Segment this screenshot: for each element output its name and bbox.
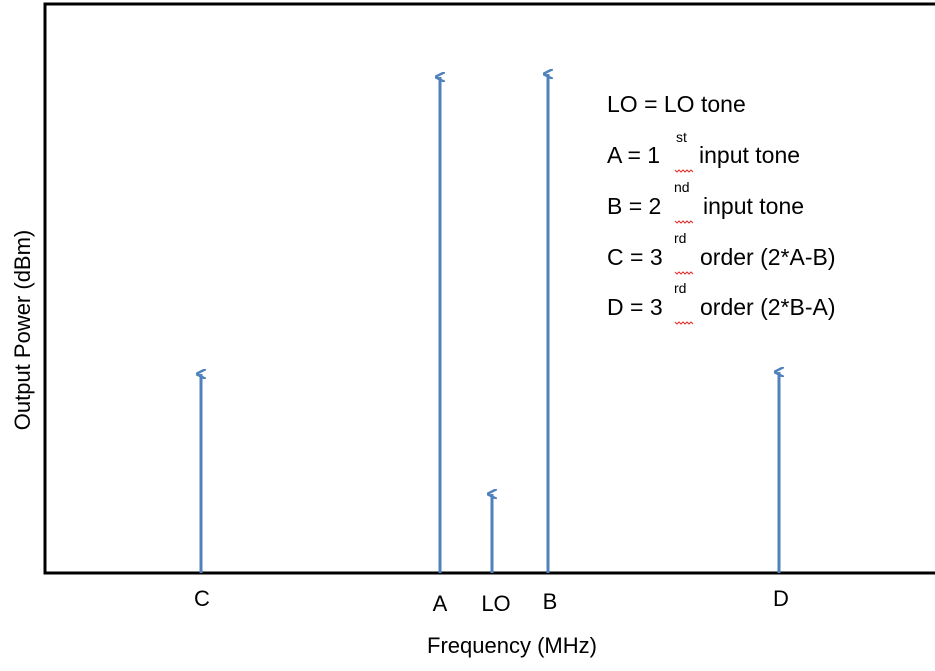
legend-superscript: rd	[674, 230, 686, 246]
legend-superscript: nd	[674, 179, 690, 195]
tone-label: A	[433, 591, 448, 616]
legend-entry: C = 3	[607, 244, 663, 270]
legend-superscript: st	[676, 129, 687, 145]
legend-entry: B = 2	[607, 193, 661, 219]
legend-entry-rest: order (2*A-B)	[700, 244, 835, 270]
y-axis-label: Output Power (dBm)	[10, 230, 35, 431]
tone-label: C	[194, 586, 210, 611]
legend-entry: D = 3	[607, 294, 663, 320]
legend-entry: LO = LO tone	[607, 91, 746, 117]
tone-arrows	[201, 74, 779, 573]
squiggle	[674, 321, 694, 325]
spell-underlines	[674, 169, 694, 325]
squiggle	[674, 169, 694, 173]
tone-label: LO	[481, 591, 510, 616]
squiggle	[674, 271, 694, 275]
tone-label: B	[543, 589, 558, 614]
legend-entry: A = 1	[607, 142, 660, 168]
squiggle	[674, 220, 694, 224]
legend-entry-rest: input tone	[703, 193, 804, 219]
axes-frame	[43, 2, 935, 575]
tone-label: D	[773, 586, 789, 611]
legend-entry-rest: input tone	[699, 142, 800, 168]
legend: LO = LO tone A = 1 st input tone B = 2 n…	[607, 91, 835, 325]
legend-entry-rest: order (2*B-A)	[700, 294, 835, 320]
legend-superscript: rd	[674, 280, 686, 296]
x-axis-label: Frequency (MHz)	[427, 633, 597, 658]
